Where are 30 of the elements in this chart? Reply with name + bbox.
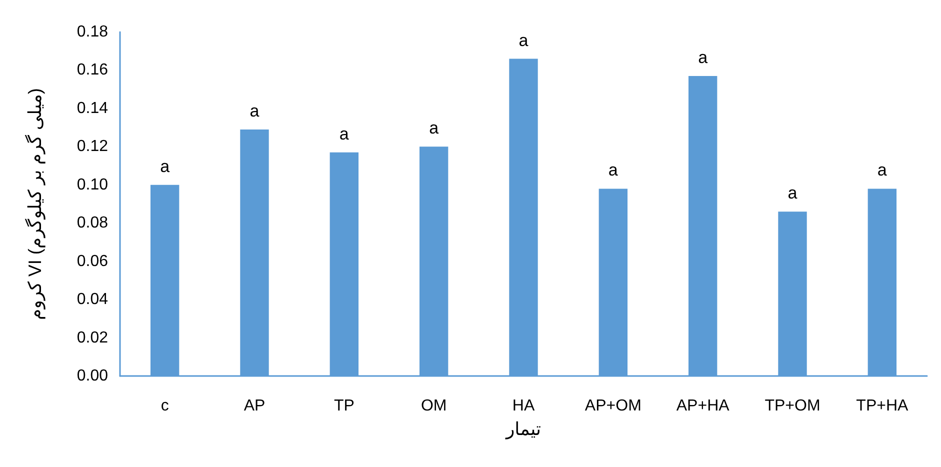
annotation: a <box>788 184 798 203</box>
annotation: a <box>698 48 708 67</box>
annotation: a <box>429 118 440 138</box>
y-tick-label: 0.16 <box>76 62 108 79</box>
x-axis-title: تیمار <box>504 419 542 440</box>
annotation: a <box>877 160 888 180</box>
y-tick-label: 0.06 <box>76 252 108 270</box>
annotation: a <box>250 101 260 120</box>
x-tick-label: AP+HA <box>676 398 730 414</box>
y-tick-label: 0.04 <box>76 291 108 308</box>
x-tick-label: AP <box>244 398 266 414</box>
x-tick-label: c <box>160 398 169 414</box>
x-tick-label: TP+OM <box>764 398 820 414</box>
y-tick-label: 0.12 <box>76 138 108 156</box>
y-tick-label: 0.08 <box>76 214 108 232</box>
x-tick-label: AP+OM <box>584 398 642 414</box>
x-tick-label: HA <box>512 398 535 414</box>
x-tick-label: TP <box>334 398 354 414</box>
y-tick-label: 0.10 <box>76 176 108 194</box>
y-tick-label: 0.00 <box>76 368 108 384</box>
x-tick-label: OM <box>420 398 447 414</box>
x-tick-label: TP+HA <box>856 398 909 414</box>
annotation: a <box>608 160 618 180</box>
y-tick-label: 0.18 <box>76 24 108 40</box>
y-axis-title: کروم VI (میلی گرم بر کیلوگرم) <box>24 88 46 320</box>
annotation: a <box>518 30 529 50</box>
annotation: a <box>339 124 350 144</box>
y-tick-label: 0.02 <box>76 329 108 346</box>
annotation: a <box>160 156 170 176</box>
y-tick-label: 0.14 <box>76 100 108 117</box>
